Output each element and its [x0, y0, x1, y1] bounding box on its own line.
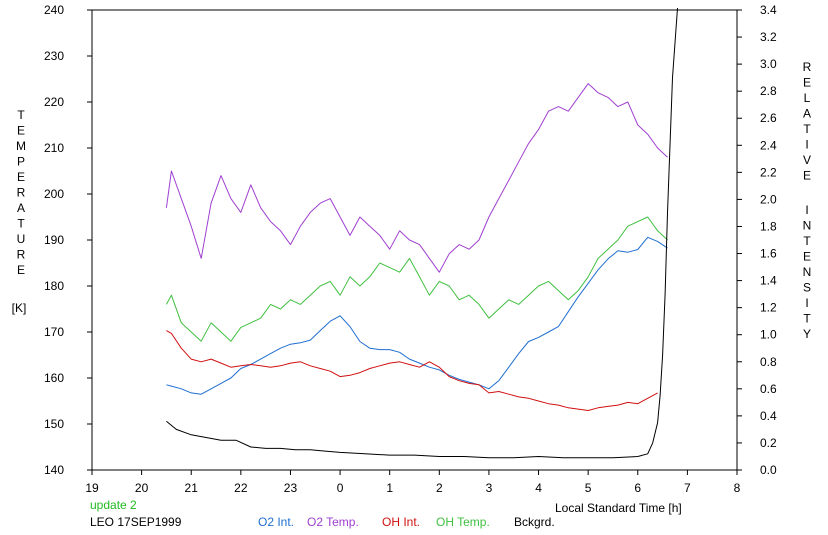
legend-item: O2 Temp. — [307, 515, 359, 529]
left-axis-letter: R — [17, 248, 26, 262]
legend-item: OH Temp. — [436, 515, 490, 529]
right-axis-letter: E — [803, 76, 811, 90]
left-axis-letter: T — [17, 108, 25, 122]
y-right-tick-label: 0.4 — [760, 409, 777, 423]
y-right-tick-label: 1.0 — [760, 328, 777, 342]
left-axis-letter: E — [17, 124, 25, 138]
x-tick-label: 6 — [634, 481, 641, 495]
y-right-tick-label: 0.0 — [760, 463, 777, 477]
left-axis-letter: U — [17, 232, 26, 246]
legend-item: OH Int. — [382, 515, 420, 529]
series-line-oh-temp — [165, 216, 668, 342]
y-right-tick-label: 3.0 — [760, 57, 777, 71]
y-right-tick-label: 2.8 — [760, 84, 777, 98]
x-tick-label: 20 — [135, 481, 149, 495]
x-axis-title: Local Standard Time [h] — [555, 501, 682, 515]
left-axis-letter: M — [16, 139, 26, 153]
x-tick-label: 22 — [234, 481, 248, 495]
y-right-tick-label: 1.4 — [760, 274, 777, 288]
x-tick-label: 23 — [284, 481, 298, 495]
y-left-tick-label: 220 — [44, 95, 64, 109]
right-axis-letter: S — [803, 281, 811, 295]
series-line-o2-int — [166, 236, 668, 395]
right-axis-letter: N — [803, 219, 812, 233]
status-text: update 2 — [90, 498, 137, 512]
x-tick-label: 21 — [185, 481, 199, 495]
x-tick-label: 4 — [535, 481, 542, 495]
legend: O2 Int. O2 Temp. OH Int. OH Temp. Bckgrd. — [258, 515, 555, 529]
y-left-tick-label: 140 — [44, 463, 64, 477]
right-axis-letter: L — [804, 91, 811, 105]
y-left-tick-label: 190 — [44, 233, 64, 247]
left-axis-unit: [K] — [12, 301, 27, 315]
y-right-tick-label: 1.6 — [760, 247, 777, 261]
y-axis-right: 0.0 0.2 0.4 0.6 0.8 1.0 1.2 1.4 1.6 1.8 2.0 2.2 2.4 2… — [737, 3, 777, 477]
right-axis-letter: E — [803, 250, 811, 264]
right-axis-letter: I — [805, 138, 808, 152]
x-tick-label: 8 — [734, 481, 741, 495]
y-right-tick-label: 1.8 — [760, 219, 777, 233]
x-tick-label: 1 — [386, 481, 393, 495]
left-axis-letter: A — [17, 201, 25, 215]
left-axis-letter: P — [17, 155, 25, 169]
y-right-tick-label: 2.0 — [760, 192, 777, 206]
y-axis-left: 140 150 160 170 180 190 200 210 220 230 240 — [44, 3, 92, 477]
right-axis-letter: A — [803, 107, 811, 121]
series-line-bckgrd — [166, 7, 678, 459]
y-right-tick-label: 2.4 — [760, 138, 777, 152]
legend-item: O2 Int. — [258, 515, 294, 529]
x-tick-label: 5 — [585, 481, 592, 495]
right-axis-letter: T — [803, 122, 811, 136]
y-left-tick-label: 150 — [44, 417, 64, 431]
legend-item: Bckgrd. — [514, 515, 555, 529]
x-tick-label: 7 — [684, 481, 691, 495]
y-left-tick-label: 180 — [44, 279, 64, 293]
series-line-o2-temp — [165, 83, 668, 273]
y-right-tick-label: 0.6 — [760, 382, 777, 396]
series-layer — [165, 7, 678, 459]
y-left-tick-label: 210 — [44, 141, 64, 155]
y-left-tick-label: 170 — [44, 325, 64, 339]
y-right-tick-label: 1.2 — [760, 301, 777, 315]
x-axis: 19 20 21 22 23 0 1 2 3 4 5 6 7 8 — [85, 470, 741, 495]
left-axis-letter: T — [17, 217, 25, 231]
x-tick-label: 3 — [486, 481, 493, 495]
y-right-tick-label: 0.2 — [760, 436, 777, 450]
x-tick-label: 0 — [337, 481, 344, 495]
series-line-oh-int — [166, 330, 658, 411]
left-axis-letter: E — [17, 170, 25, 184]
right-axis-letter: N — [803, 265, 812, 279]
x-tick-label: 19 — [85, 481, 99, 495]
plot-frame — [91, 9, 738, 471]
y-right-tick-label: 3.4 — [760, 3, 777, 17]
right-axis-letter: V — [803, 153, 811, 167]
right-axis-letter: I — [805, 203, 808, 217]
right-axis-letter: E — [803, 169, 811, 183]
y-right-tick-label: 2.6 — [760, 111, 777, 125]
y-left-tick-label: 160 — [44, 371, 64, 385]
y-left-tick-label: 230 — [44, 49, 64, 63]
y-left-tick-label: 200 — [44, 187, 64, 201]
right-axis-letter: T — [803, 234, 811, 248]
left-axis-letter: R — [17, 186, 26, 200]
right-axis-letter: I — [805, 296, 808, 310]
y-right-tick-label: 0.8 — [760, 355, 777, 369]
right-axis-letter: T — [803, 312, 811, 326]
y-right-tick-label: 3.2 — [760, 30, 777, 44]
y-left-tick-label: 240 — [44, 3, 64, 17]
left-axis-letter: E — [17, 263, 25, 277]
right-axis-letter: R — [803, 60, 812, 74]
right-axis-letter: Y — [803, 327, 811, 341]
y-right-tick-label: 2.2 — [760, 165, 777, 179]
station-date-text: LEO 17SEP1999 — [90, 515, 182, 529]
x-tick-label: 2 — [436, 481, 443, 495]
